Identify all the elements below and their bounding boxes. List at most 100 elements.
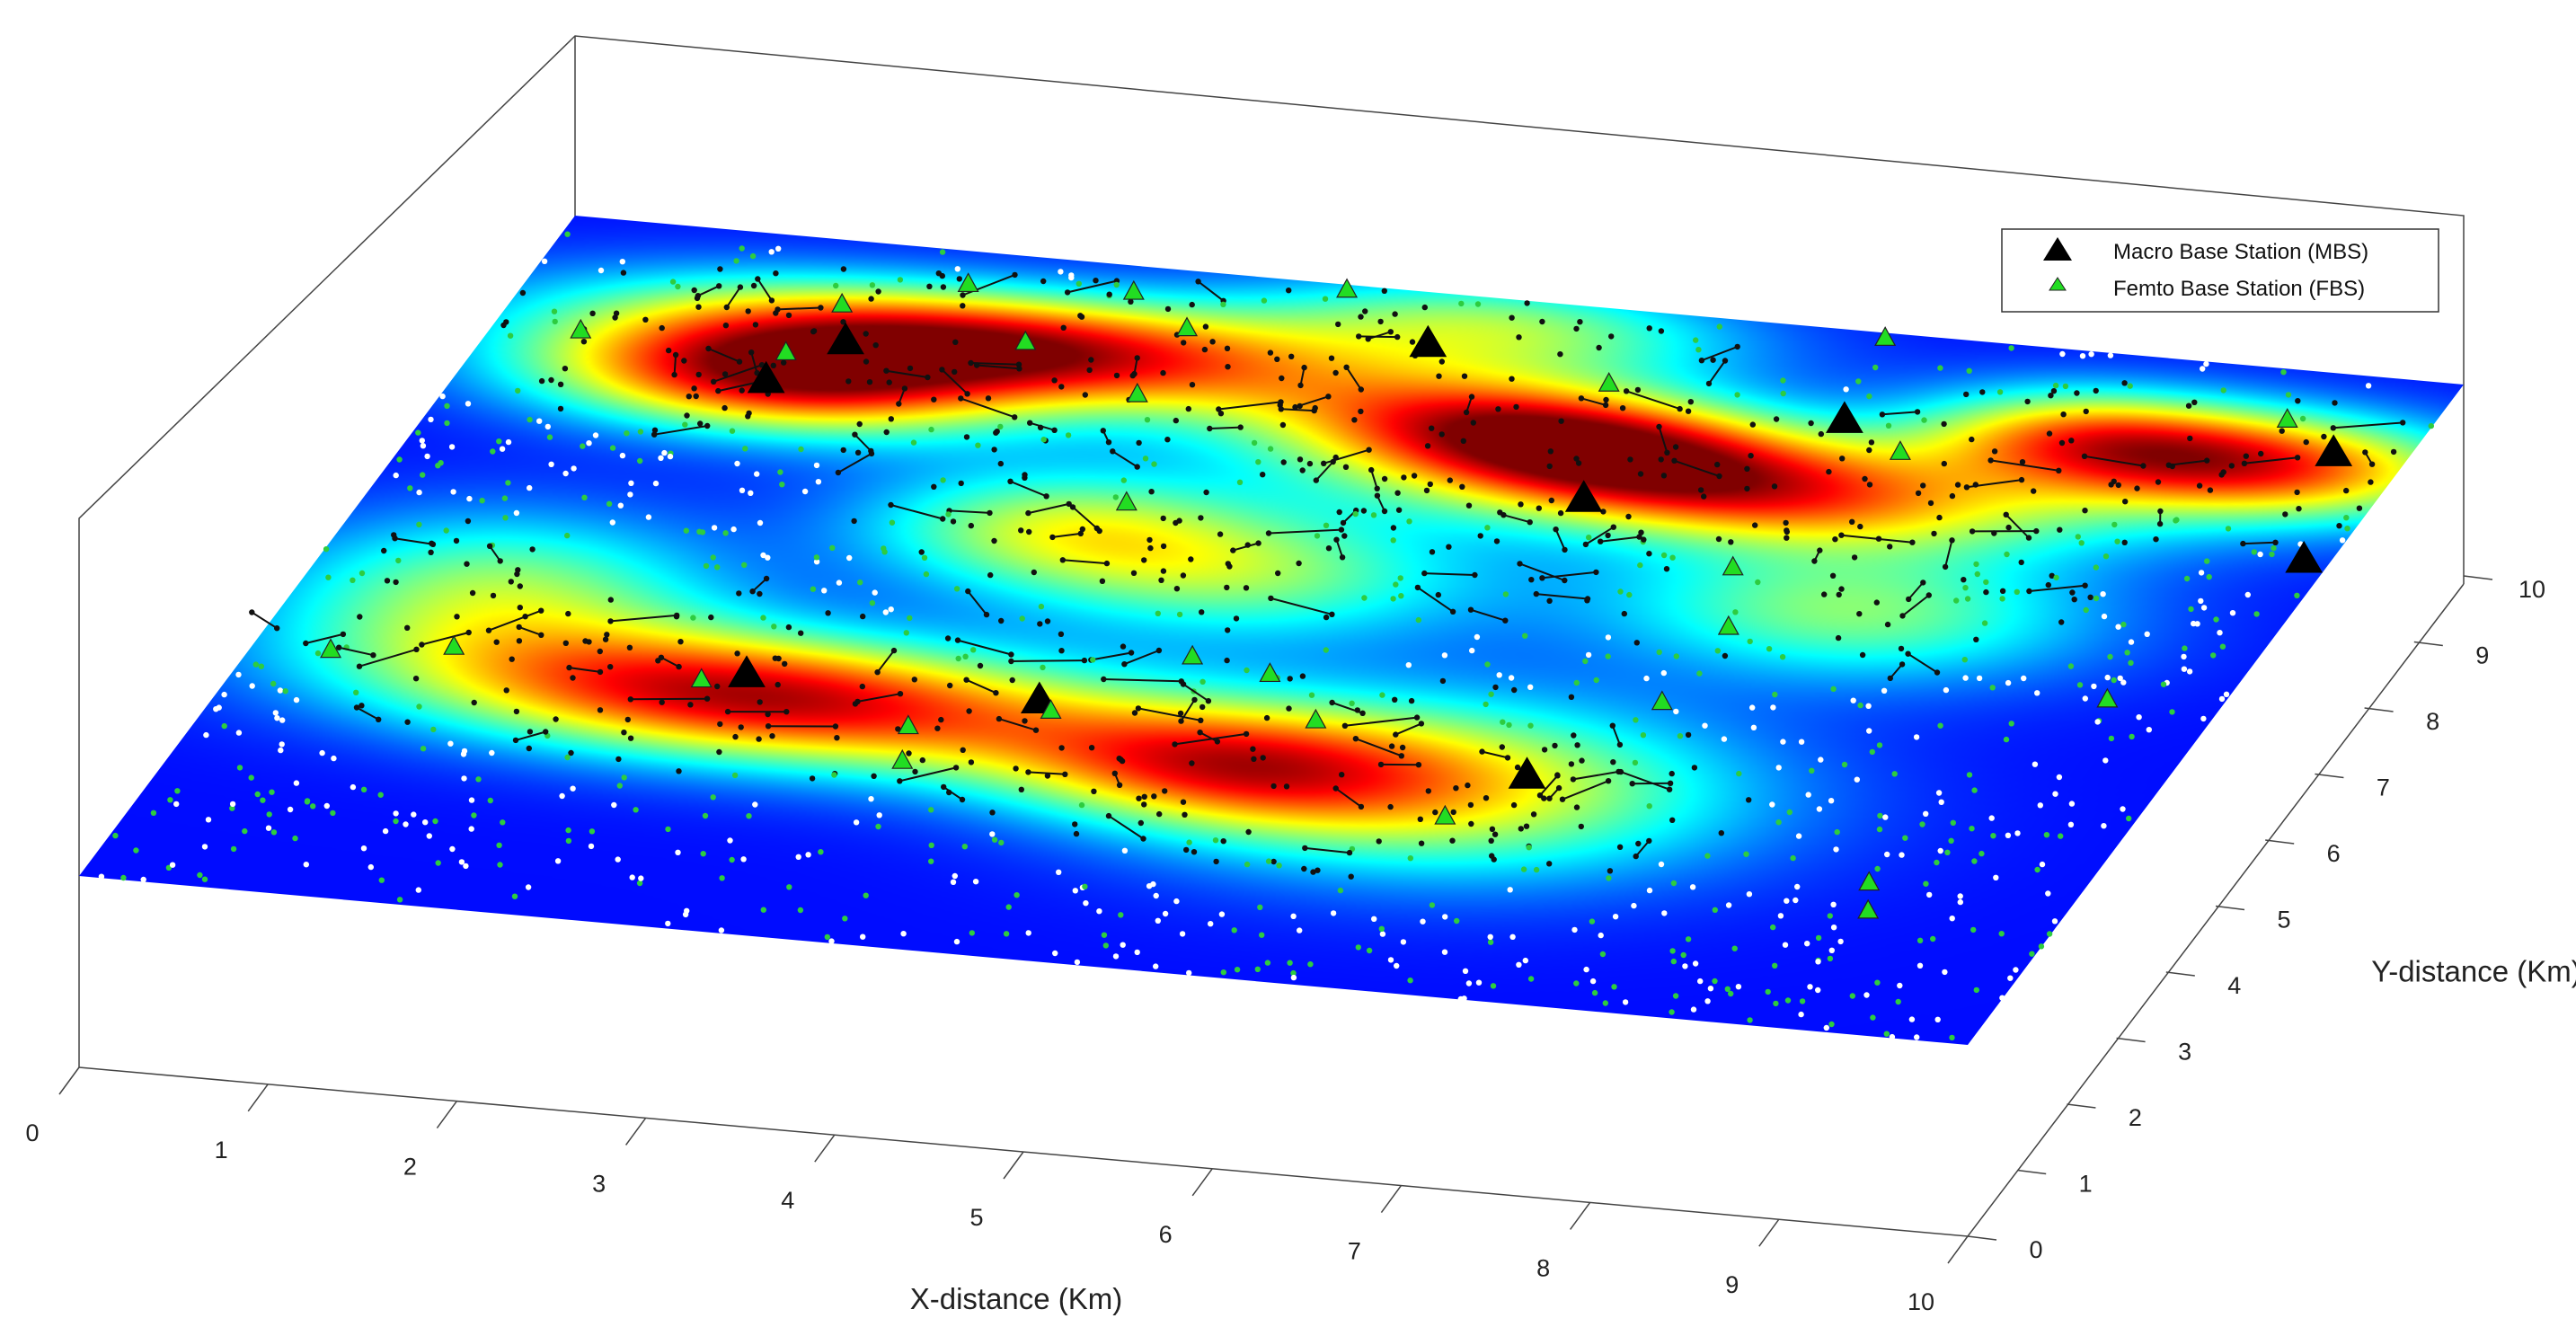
user-dot	[1136, 795, 1142, 801]
user-dot	[1546, 861, 1553, 867]
user-dot	[1533, 866, 1540, 873]
user-dot	[2032, 761, 2039, 767]
user-dot	[469, 589, 476, 597]
user-dot	[845, 378, 852, 385]
user-dot	[1358, 803, 1365, 810]
user-dot	[1970, 926, 1977, 933]
x-tick	[624, 1117, 647, 1146]
user-dot	[1283, 783, 1290, 790]
user-dot	[997, 460, 1005, 467]
user-dot	[1663, 566, 1670, 572]
user-dot	[2108, 735, 2115, 742]
user-dot	[490, 448, 496, 455]
user-dot	[1891, 771, 1898, 777]
user-dot	[661, 449, 668, 456]
user-dot	[1058, 384, 1065, 390]
user-dot	[1118, 756, 1124, 763]
user-link	[1072, 506, 1098, 529]
user-dot	[201, 876, 208, 882]
user-dot	[666, 347, 672, 354]
y-tick	[2315, 773, 2344, 779]
user-dot	[1784, 535, 1790, 541]
user-dot	[770, 362, 776, 368]
user-dot	[1602, 402, 1609, 409]
user-dot	[2285, 392, 2292, 398]
user-dot	[1072, 888, 1079, 894]
user-dot	[994, 429, 1000, 435]
user-dot	[360, 845, 367, 852]
user-dot	[818, 849, 824, 855]
user-dot	[1773, 416, 1780, 422]
user-dot	[952, 339, 959, 345]
user-dot	[1288, 353, 1295, 359]
user-dot	[1809, 767, 1815, 774]
user-dot	[407, 485, 413, 491]
user-dot	[1160, 568, 1167, 574]
user-dot	[2204, 457, 2210, 464]
user-dot	[1025, 930, 1031, 936]
user-dot	[1257, 904, 1263, 910]
user-dot	[1976, 675, 1983, 682]
user-dot	[1626, 591, 1633, 598]
user-dot	[565, 837, 572, 845]
user-dot	[415, 429, 421, 436]
user-link	[1359, 335, 1398, 339]
user-dot	[716, 283, 722, 289]
user-dot	[1276, 863, 1282, 869]
user-link	[1424, 572, 1475, 576]
user-link	[1335, 787, 1362, 808]
user-dot	[1828, 947, 1836, 954]
user-dot	[1606, 875, 1612, 881]
user-dot	[1447, 477, 1454, 483]
user-dot	[609, 519, 615, 526]
user-dot	[1290, 974, 1297, 981]
user-dot	[1611, 984, 1617, 990]
user-dot	[872, 589, 878, 596]
user-dot	[1148, 489, 1155, 495]
user-dot	[235, 730, 243, 736]
user-dot	[1862, 475, 1868, 482]
user-dot	[1427, 481, 1434, 488]
user-dot	[1185, 405, 1192, 412]
user-dot	[2128, 659, 2134, 666]
user-dot	[607, 597, 614, 603]
user-dot	[2196, 482, 2203, 489]
user-dot	[1633, 717, 1639, 723]
user-dot	[682, 421, 688, 428]
user-dot	[1296, 560, 1302, 567]
user-dot	[1957, 893, 1963, 899]
user-dot	[2093, 564, 2099, 571]
user-dot	[607, 618, 614, 624]
user-dot	[565, 827, 571, 834]
user-dot	[1573, 325, 1580, 332]
user-dot	[1379, 692, 1385, 698]
user-dot	[1744, 485, 1750, 492]
fbs-marker	[775, 341, 797, 361]
user-dot	[1012, 271, 1018, 279]
user-dot	[633, 807, 639, 813]
user-dot	[617, 502, 624, 509]
user-dot	[1541, 747, 1548, 753]
user-link	[966, 678, 996, 695]
user-dot	[395, 557, 402, 564]
user-dot	[1772, 691, 1778, 698]
user-dot	[1398, 593, 1404, 599]
user-dot	[1183, 846, 1190, 854]
x-tick	[1758, 1218, 1780, 1247]
user-dot	[1562, 577, 1568, 584]
user-dot	[965, 588, 971, 595]
mbs-marker	[747, 360, 785, 394]
user-dot	[1393, 581, 1399, 588]
user-dot	[557, 381, 564, 387]
user-dot	[2128, 639, 2135, 645]
user-dot	[1005, 904, 1012, 910]
user-dot	[734, 460, 740, 467]
user-dot	[676, 768, 682, 774]
user-dot	[1528, 577, 1535, 583]
user-dot	[736, 590, 742, 597]
user-dot	[777, 469, 783, 475]
user-dot	[1949, 916, 1955, 922]
user-dot	[869, 600, 876, 606]
user-dot	[889, 519, 896, 526]
user-dot	[1949, 537, 1955, 544]
